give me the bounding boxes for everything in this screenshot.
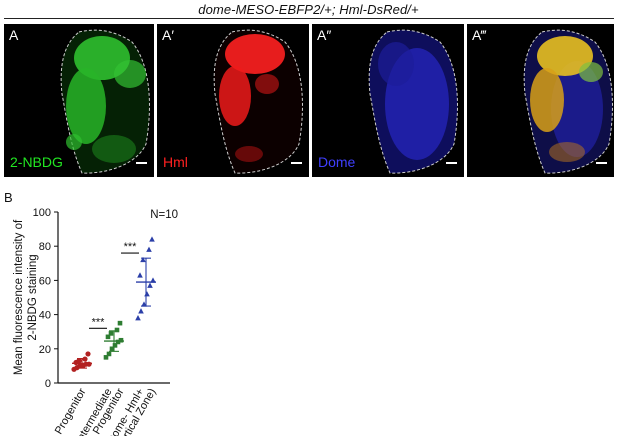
y-tick-label: 20 [39,344,51,356]
panel-b-label: B [4,190,13,205]
y-axis-label: Mean fluorescence intensity of [13,219,25,375]
data-point [114,327,120,333]
panel-a-scale-bar [136,162,147,164]
data-point [112,343,118,348]
panel-a-prime-label: A′ [162,27,174,43]
significance-label: *** [92,316,106,328]
panel-a-double-prime-dome: A″ Dome [312,24,464,177]
panel-a-triple-prime-scale-bar [596,162,607,164]
y-tick-label: 60 [39,275,51,287]
data-point [138,308,144,314]
data-point [117,320,123,326]
data-point [105,334,111,340]
data-point [109,346,115,352]
data-point [115,339,121,345]
figure-title: dome-MESO-EBFP2/+; Hml-DsRed/+ [198,2,419,17]
data-point [144,291,150,297]
panel-a-double-prime-label: A″ [317,27,332,43]
title-rule [4,18,614,19]
data-point [85,351,91,357]
y-axis-label-line2: 2-NBDG staining [27,254,39,340]
panel-a-double-prime-scale-bar [446,162,457,164]
panel-a-prime-channel-label: Hml [163,154,188,170]
data-point [147,282,153,288]
n-label: N=10 [150,209,178,221]
data-point [137,272,143,278]
data-point [149,236,155,242]
panel-a-image [60,29,150,174]
data-point [76,358,82,364]
panel-a-prime-image [213,29,303,174]
panel-a-triple-prime-merge: A‴ [467,24,614,177]
panel-a-triple-prime-image [523,29,613,174]
panel-a-double-prime-image [368,29,458,174]
panel-a-triple-prime-label: A‴ [472,27,487,43]
data-point [141,301,147,307]
data-point [135,315,141,321]
panel-a-double-prime-channel-label: Dome [318,154,356,170]
data-point [86,361,92,367]
data-point [108,331,114,336]
data-point [146,246,152,252]
y-tick-label: 40 [39,310,51,322]
data-point [106,351,112,357]
panel-a-2nbdg: A 2-NBDG [4,24,154,177]
panel-a-label: A [9,27,19,43]
y-tick-label: 80 [39,241,51,253]
data-point [150,277,156,283]
scatter-chart: 0 20 40 60 80 100 Mean fluorescence intensity … [13,207,178,436]
significance-label: *** [124,241,138,253]
panel-a-prime-hml: A′ Hml [157,24,309,177]
panel-a-prime-scale-bar [291,162,302,164]
y-tick-label: 0 [45,378,51,390]
panel-a-channel-label: 2-NBDG [10,154,63,170]
data-point [103,355,109,360]
data-point [118,337,124,343]
y-tick-label: 100 [33,207,51,219]
data-point [140,256,146,263]
